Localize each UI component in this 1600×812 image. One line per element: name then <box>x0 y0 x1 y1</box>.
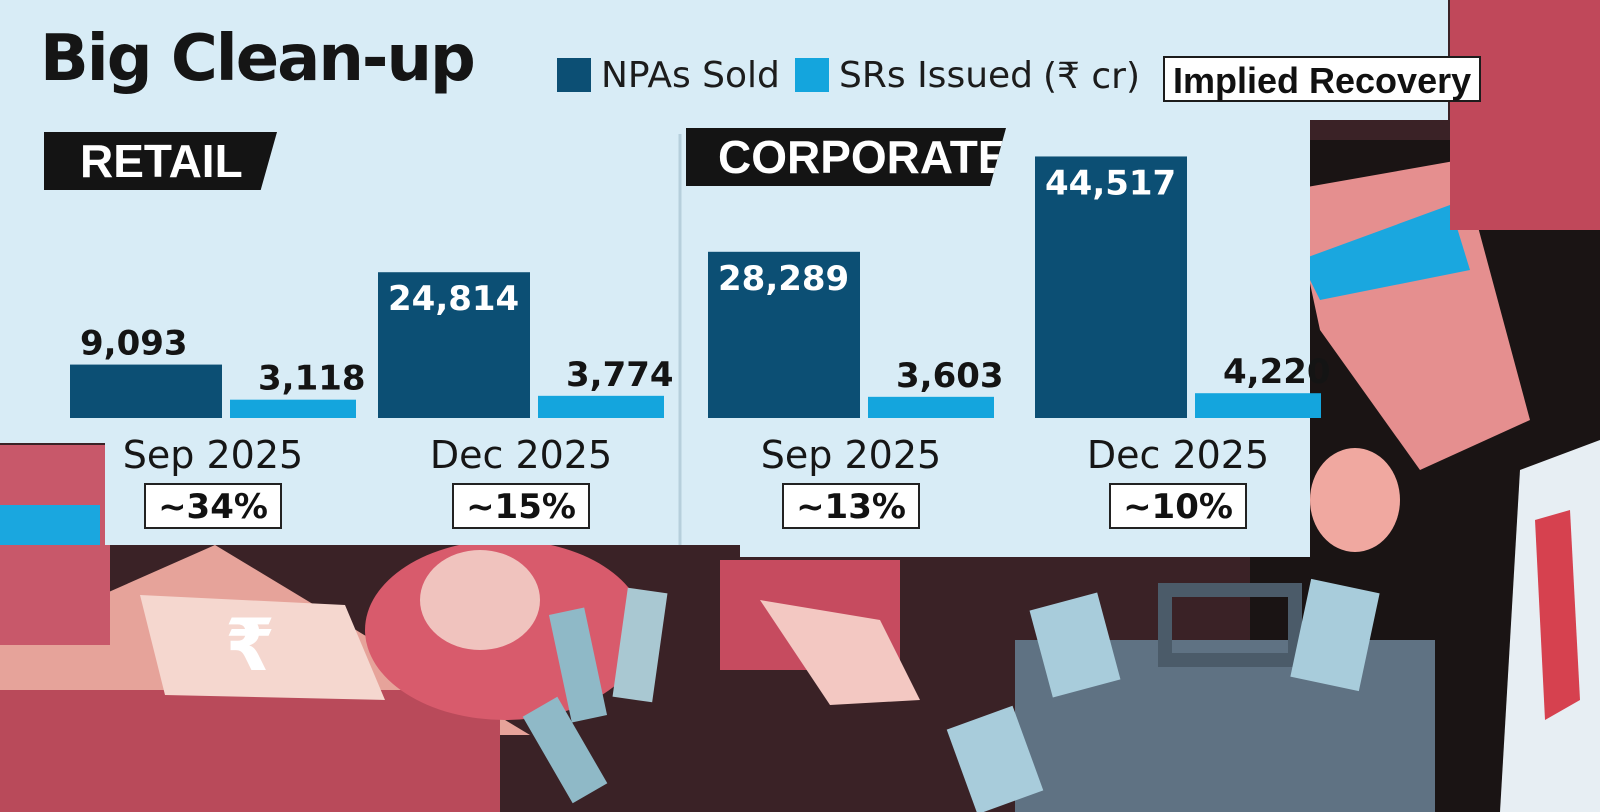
face-shape <box>1290 160 1530 470</box>
legend-label-npas: NPAs Sold <box>601 54 780 96</box>
bar-srs <box>868 396 994 418</box>
data-label: 3,603 <box>896 356 1004 396</box>
implied-recovery-key: Implied Recovery <box>1163 56 1482 102</box>
data-label: 3,774 <box>566 355 674 395</box>
sunglasses-icon <box>0 505 100 545</box>
category-label: Dec 2025 <box>430 433 612 477</box>
recovery-value: ~13% <box>796 487 906 527</box>
recovery-value: ~34% <box>158 487 268 527</box>
bar-srs <box>1195 393 1321 418</box>
bars-group: 9,093 3,118 Sep 2025 ~34% 24,814 3,774 Dec 202… <box>70 156 1331 529</box>
recovery-box <box>782 483 920 529</box>
data-label: 44,517 <box>1045 163 1176 203</box>
legend-swatch-npas <box>557 58 591 92</box>
recovery-box <box>1109 483 1247 529</box>
rupee-icon: ₹ <box>225 603 275 687</box>
recovery-box <box>144 483 282 529</box>
legend-swatch-srs <box>795 58 829 92</box>
data-label: 3,118 <box>258 359 366 399</box>
bar-npas <box>1035 156 1187 418</box>
legend-label-srs: SRs Issued <box>839 54 1034 96</box>
retail-section-label: RETAIL <box>44 132 277 190</box>
legend-unit: (₹ cr) <box>1043 56 1141 97</box>
bar-npas <box>378 272 530 418</box>
data-label: 24,814 <box>388 279 519 319</box>
bar-npas <box>70 364 222 418</box>
corporate-section-label: CORPORATE <box>686 128 1006 186</box>
data-label: 4,220 <box>1223 352 1331 392</box>
category-label: Dec 2025 <box>1087 433 1269 477</box>
data-label: 28,289 <box>718 259 849 299</box>
category-label: Sep 2025 <box>123 433 303 477</box>
bar-npas <box>708 251 860 418</box>
category-label: Sep 2025 <box>761 433 941 477</box>
eyeglasses-icon <box>1300 205 1470 300</box>
bar-srs <box>538 395 664 418</box>
legend-srs: SRs Issued <box>795 50 1033 100</box>
bar-srs <box>230 399 356 418</box>
recovery-box <box>452 483 590 529</box>
data-label: 9,093 <box>80 324 188 364</box>
money-bag-icon <box>1310 448 1400 552</box>
recovery-value: ~15% <box>466 487 576 527</box>
legend-npas: NPAs Sold <box>557 50 780 100</box>
recovery-value: ~10% <box>1123 487 1233 527</box>
rupee-sign-board <box>140 595 385 700</box>
page-title: Big Clean-up <box>40 22 476 96</box>
